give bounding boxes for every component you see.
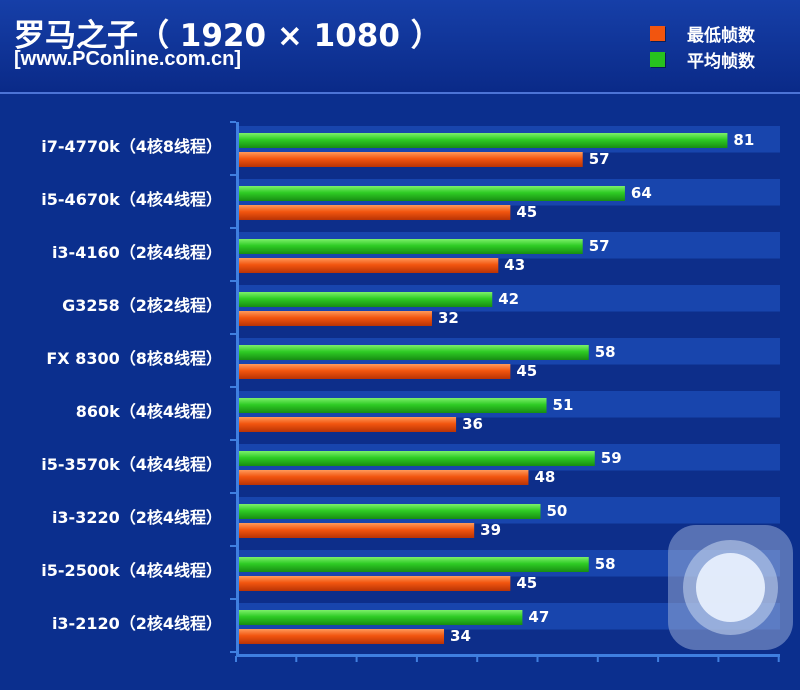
value-label-min: 45 [516,574,537,592]
value-label-min: 48 [534,468,555,486]
bar-avg [239,186,625,201]
bar-avg [239,610,523,625]
chart-legend: 最低帧数 平均帧数 [650,20,755,72]
value-label-avg: 50 [547,502,568,520]
bar-avg [239,451,595,466]
value-label-min: 45 [516,203,537,221]
bar-min [239,152,583,167]
header-divider [0,92,800,94]
legend-item-min: 最低帧数 [650,20,755,46]
bar-min [239,470,529,485]
category-label: i7-4770k（4核8线程） [41,137,222,156]
value-label-avg: 81 [733,131,754,149]
chart-header: 罗马之子（ 1920 × 1080 ） [www.PConline.com.cn… [0,0,800,92]
bar-avg [239,133,728,148]
category-label: i3-3220（2核4线程） [52,508,222,527]
legend-label-min: 最低帧数 [687,25,755,46]
bar-avg [239,398,547,413]
category-label: i3-2120（2核4线程） [52,614,222,633]
x-axis-line [236,654,780,657]
bar-min [239,629,445,644]
value-label-avg: 64 [631,184,652,202]
bar-avg [239,292,493,307]
category-label: i5-2500k（4核4线程） [41,561,222,580]
value-label-avg: 51 [553,396,574,414]
category-label: FX 8300（8核8线程） [46,349,222,368]
bar-avg [239,557,589,572]
category-label: i3-4160（2核4线程） [52,243,222,262]
bar-min [239,576,511,591]
category-label: i5-4670k（4核4线程） [41,190,222,209]
bar-min [239,523,475,538]
value-label-avg: 42 [498,290,519,308]
value-label-min: 32 [438,309,459,327]
bar-min [239,258,499,273]
value-label-avg: 58 [595,343,616,361]
legend-label-avg: 平均帧数 [687,51,755,72]
value-label-avg: 58 [595,555,616,573]
value-label-min: 57 [589,150,610,168]
legend-swatch-avg [650,51,665,67]
value-label-avg: 47 [528,608,549,626]
category-label: G3258（2核2线程） [62,296,222,315]
bar-avg [239,345,589,360]
assistive-touch-dot [696,553,765,622]
value-label-min: 34 [450,627,471,645]
value-label-min: 39 [480,521,501,539]
bar-min [239,311,432,326]
value-label-avg: 59 [601,449,622,467]
legend-item-avg: 平均帧数 [650,46,755,72]
value-label-avg: 57 [589,237,610,255]
value-label-min: 43 [504,256,525,274]
category-label: i5-3570k（4核4线程） [41,455,222,474]
assistive-touch-ring [683,540,778,635]
bar-min [239,205,511,220]
y-axis-line [236,122,239,656]
legend-swatch-min [650,25,665,41]
value-label-min: 36 [462,415,483,433]
bar-avg [239,504,541,519]
bar-min [239,364,511,379]
bar-min [239,417,457,432]
value-label-min: 45 [516,362,537,380]
chart-title: 罗马之子（ 1920 × 1080 ） [14,18,442,54]
category-label: 860k（4核4线程） [76,402,222,421]
bar-avg [239,239,583,254]
chart-subtitle: [www.PConline.com.cn] [14,48,242,70]
assistive-touch-button[interactable] [668,525,793,650]
